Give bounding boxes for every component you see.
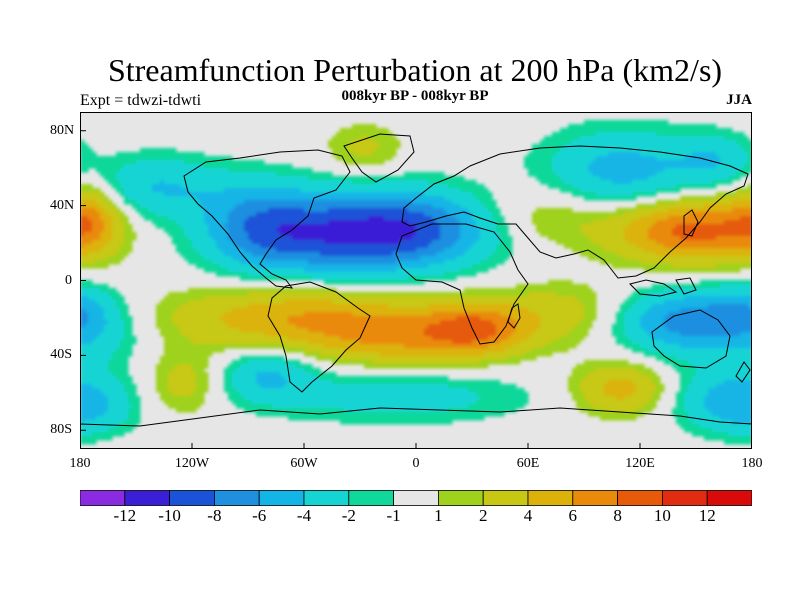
colorbar-label: -4	[296, 506, 312, 525]
colorbar-label: 1	[434, 506, 443, 525]
colorbar-label: -12	[113, 506, 137, 525]
colorbar-label: -2	[341, 506, 356, 525]
colorbar-label: 6	[568, 506, 578, 525]
lon-label-120e: 120E	[625, 456, 655, 471]
colorbar-box	[303, 490, 350, 506]
season-label: JJA	[726, 92, 752, 108]
colorbar-label: 4	[523, 506, 533, 525]
colorbar-box	[213, 490, 260, 506]
lat-label-80n: 80N	[50, 123, 75, 138]
colorbar-label: -8	[207, 506, 222, 525]
streamfunction-map	[80, 112, 752, 449]
colorbar-box	[662, 490, 708, 506]
period-subtitle: 008kyr BP - 008kyr BP	[341, 88, 489, 104]
lat-label-40n: 40N	[50, 198, 75, 213]
colorbar-box	[124, 490, 170, 506]
experiment-label: Expt = tdwzi-tdwti	[80, 92, 202, 109]
axis-ticks	[80, 130, 752, 449]
colorbar-label: -1	[386, 506, 401, 525]
colorbar-box	[80, 490, 126, 506]
colorbar-label: 2	[478, 506, 488, 525]
colorbar-label: 10	[653, 506, 671, 525]
lat-label-equator: 0	[65, 273, 72, 288]
colorbar-label: -6	[252, 506, 267, 525]
colorbar-box	[393, 490, 439, 506]
colorbar	[80, 490, 752, 506]
lon-label-0: 0	[412, 456, 420, 471]
colorbar-box	[706, 490, 752, 506]
colorbar-box	[482, 490, 529, 506]
plot-title: Streamfunction Perturbation at 200 hPa (…	[107, 52, 723, 88]
colorbar-box	[169, 490, 215, 506]
colorbar-box	[437, 490, 484, 506]
lat-label-80s: 80S	[50, 422, 72, 437]
lon-label-120w: 120W	[174, 456, 210, 471]
colorbar-label: 8	[613, 506, 622, 525]
lon-label-60e: 60E	[516, 456, 540, 471]
colorbar-box	[527, 490, 574, 506]
coastlines	[80, 133, 752, 427]
lon-label-180e: 180	[741, 456, 763, 471]
colorbar-label: 12	[698, 506, 716, 525]
lon-label-60w: 60W	[290, 456, 318, 471]
lon-label-180w: 180	[69, 456, 91, 471]
lat-label-40s: 40S	[50, 347, 72, 362]
colorbar-label: -10	[158, 506, 181, 525]
colorbar-box	[572, 490, 618, 506]
colorbar-box	[258, 490, 305, 506]
colorbar-box	[617, 490, 663, 506]
colorbar-box	[348, 490, 394, 506]
